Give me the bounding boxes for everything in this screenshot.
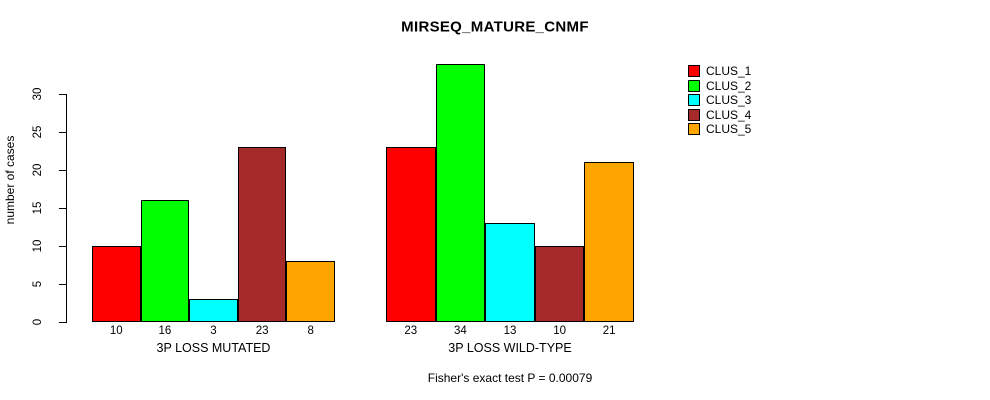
- legend-entry: CLUS_4: [688, 107, 752, 122]
- bar-value-label: 34: [453, 324, 467, 337]
- legend-entry: CLUS_5: [688, 123, 751, 135]
- legend-entry: CLUS_1: [688, 65, 751, 77]
- bar-clus_1-2: [386, 147, 436, 322]
- bar-value-label: 8: [307, 324, 314, 337]
- y-axis-tick-label: 5: [32, 280, 44, 288]
- legend: CLUS_1 CLUS_2 CLUS_3 CLUS_4 CLUS_5: [688, 65, 751, 138]
- chart-title: MIRSEQ_MATURE_CNMF: [401, 18, 589, 36]
- bar-value-label: 3: [210, 324, 217, 337]
- y-axis-tick: [58, 94, 66, 95]
- y-axis-tick-label: 0: [32, 318, 44, 326]
- bar-value-label: 10: [553, 324, 566, 337]
- legend-swatch: [688, 94, 700, 106]
- bar-value-label: 23: [404, 324, 418, 337]
- y-axis-label: number of cases: [3, 135, 17, 225]
- legend-label: CLUS_2: [706, 78, 752, 93]
- bar-value-label: 23: [255, 324, 269, 337]
- bar-clus_4-1: [237, 147, 287, 322]
- legend-swatch: [688, 79, 700, 92]
- bar-value-label: 16: [158, 324, 172, 337]
- y-axis-tick-label: 25: [32, 125, 44, 139]
- bar-clus_2-2: [435, 63, 486, 322]
- y-axis-tick: [58, 132, 66, 133]
- y-axis-line: [65, 94, 67, 323]
- bar-clus_1-1: [92, 246, 141, 322]
- y-axis-tick: [58, 284, 66, 285]
- bar-clus_5-1: [286, 261, 335, 322]
- legend-label: CLUS_1: [706, 64, 752, 78]
- legend-swatch: [688, 123, 700, 135]
- bar-clus_4-2: [534, 246, 585, 322]
- legend-entry: CLUS_2: [688, 78, 752, 93]
- legend-entry: CLUS_3: [688, 94, 751, 106]
- legend-label: CLUS_4: [706, 107, 752, 122]
- y-axis-tick: [58, 322, 66, 323]
- y-axis-tick-label: 20: [32, 163, 44, 177]
- bar-value-label: 10: [109, 324, 123, 337]
- bar-value-label: 21: [602, 324, 616, 337]
- legend-swatch: [688, 108, 700, 121]
- bar-clus_3-1: [189, 299, 238, 322]
- y-axis-tick: [58, 246, 66, 247]
- legend-swatch: [688, 65, 700, 77]
- group-label: 3P LOSS MUTATED: [156, 340, 271, 355]
- group-label: 3P LOSS WILD-TYPE: [448, 340, 572, 355]
- fisher-test-annotation: Fisher's exact test P = 0.00079: [427, 371, 593, 385]
- y-axis-tick: [58, 170, 66, 171]
- y-axis-tick-label: 30: [32, 87, 44, 101]
- bar-clus_3-2: [485, 223, 535, 322]
- bar-value-label: 13: [503, 324, 517, 337]
- y-axis-tick-label: 10: [32, 239, 44, 253]
- y-axis-tick-label: 15: [32, 201, 44, 215]
- legend-label: CLUS_5: [706, 122, 752, 136]
- bar-clus_2-1: [140, 200, 190, 322]
- bar-clus_5-2: [584, 162, 634, 322]
- legend-label: CLUS_3: [706, 93, 752, 107]
- y-axis-tick: [58, 208, 66, 209]
